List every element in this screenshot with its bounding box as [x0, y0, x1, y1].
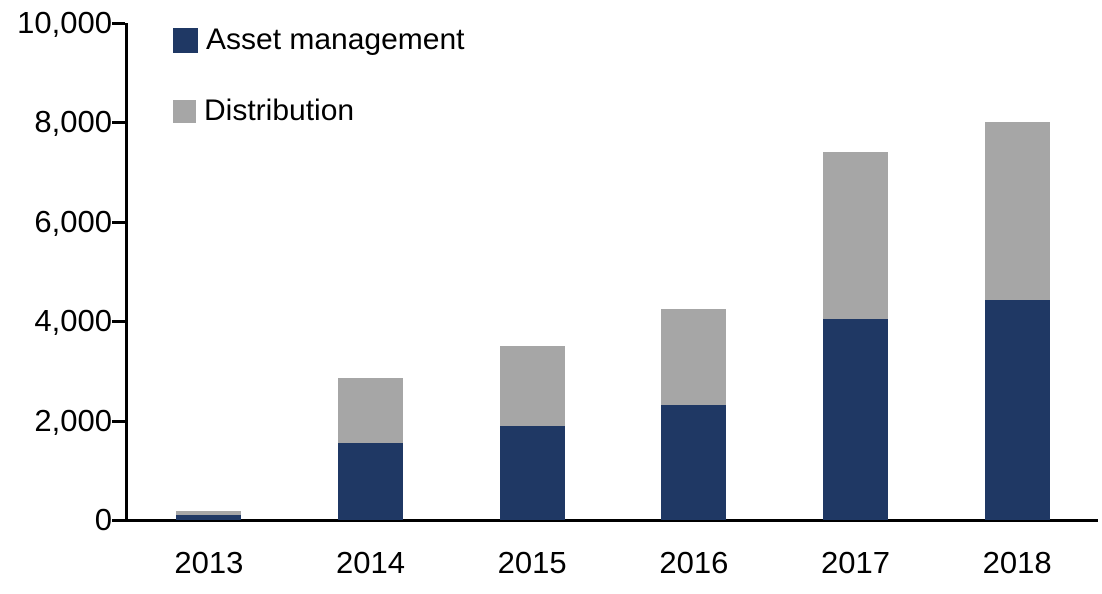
bar-segment-distribution-2013	[176, 510, 242, 516]
bar-segment-asset-management-2018	[984, 299, 1050, 520]
y-axis-tick	[112, 121, 125, 125]
y-axis-tick-label: 8,000	[34, 104, 112, 140]
bar-segment-distribution-2017	[823, 152, 888, 319]
bar-segment-distribution-2015	[499, 346, 565, 426]
y-axis-tick-label: 6,000	[34, 203, 112, 239]
y-axis-tick	[112, 320, 125, 324]
bar-segment-asset-management-2015	[499, 425, 565, 520]
y-axis-tick-label: 4,000	[34, 303, 112, 339]
y-axis-tick	[112, 220, 125, 224]
y-axis-tick-label: 0	[94, 502, 112, 537]
legend-item-asset-management: Asset management	[173, 25, 464, 55]
x-axis-line	[125, 519, 1098, 522]
y-axis-tick-label: 2,000	[34, 402, 112, 438]
y-axis-tick	[112, 22, 125, 25]
bar-segment-distribution-2018	[984, 122, 1050, 300]
bar-segment-distribution-2016	[661, 308, 727, 406]
bar-segment-distribution-2014	[338, 377, 403, 443]
bar-segment-asset-management-2014	[338, 442, 403, 520]
y-axis-tick	[112, 419, 125, 423]
y-axis-tick-label: 10,000	[17, 5, 112, 40]
legend-label-distribution: Distribution	[204, 94, 355, 127]
legend-item-distribution: Distribution	[173, 96, 354, 126]
legend-swatch-asset-management	[173, 27, 198, 53]
x-axis-label-2015: 2015	[497, 545, 567, 580]
x-axis-label-2013: 2013	[174, 545, 244, 580]
legend-label-asset-management: Asset management	[206, 23, 465, 56]
x-axis-label-2014: 2014	[336, 545, 405, 580]
x-axis-label-2016: 2016	[659, 545, 729, 580]
y-axis-tick	[112, 519, 125, 522]
legend-swatch-distribution	[173, 99, 196, 123]
x-axis-label-2018: 2018	[982, 545, 1052, 580]
bar-segment-asset-management-2016	[661, 405, 727, 520]
bar-segment-asset-management-2013	[176, 515, 242, 520]
x-axis-label-2017: 2017	[821, 545, 890, 580]
bar-segment-asset-management-2017	[823, 318, 888, 520]
y-axis-line	[125, 23, 128, 521]
